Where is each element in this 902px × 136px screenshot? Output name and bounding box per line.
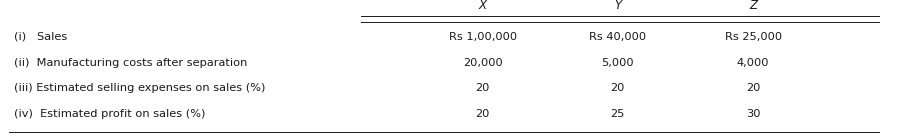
Text: (iii) Estimated selling expenses on sales (%): (iii) Estimated selling expenses on sale…	[14, 83, 265, 93]
Text: X: X	[479, 0, 486, 12]
Text: (ii)  Manufacturing costs after separation: (ii) Manufacturing costs after separatio…	[14, 58, 247, 68]
Text: 20: 20	[746, 83, 760, 93]
Text: (iv)  Estimated profit on sales (%): (iv) Estimated profit on sales (%)	[14, 109, 205, 119]
Text: 30: 30	[746, 109, 760, 119]
Text: (i)   Sales: (i) Sales	[14, 32, 67, 42]
Text: 5,000: 5,000	[602, 58, 634, 68]
Text: 20: 20	[475, 83, 490, 93]
Text: Rs 25,000: Rs 25,000	[724, 32, 782, 42]
Text: 20: 20	[475, 109, 490, 119]
Text: Rs 1,00,000: Rs 1,00,000	[448, 32, 517, 42]
Text: 20,000: 20,000	[463, 58, 502, 68]
Text: Rs 40,000: Rs 40,000	[589, 32, 647, 42]
Text: Y: Y	[614, 0, 621, 12]
Text: 25: 25	[611, 109, 625, 119]
Text: 20: 20	[611, 83, 625, 93]
Text: 4,000: 4,000	[737, 58, 769, 68]
Text: Z: Z	[750, 0, 757, 12]
